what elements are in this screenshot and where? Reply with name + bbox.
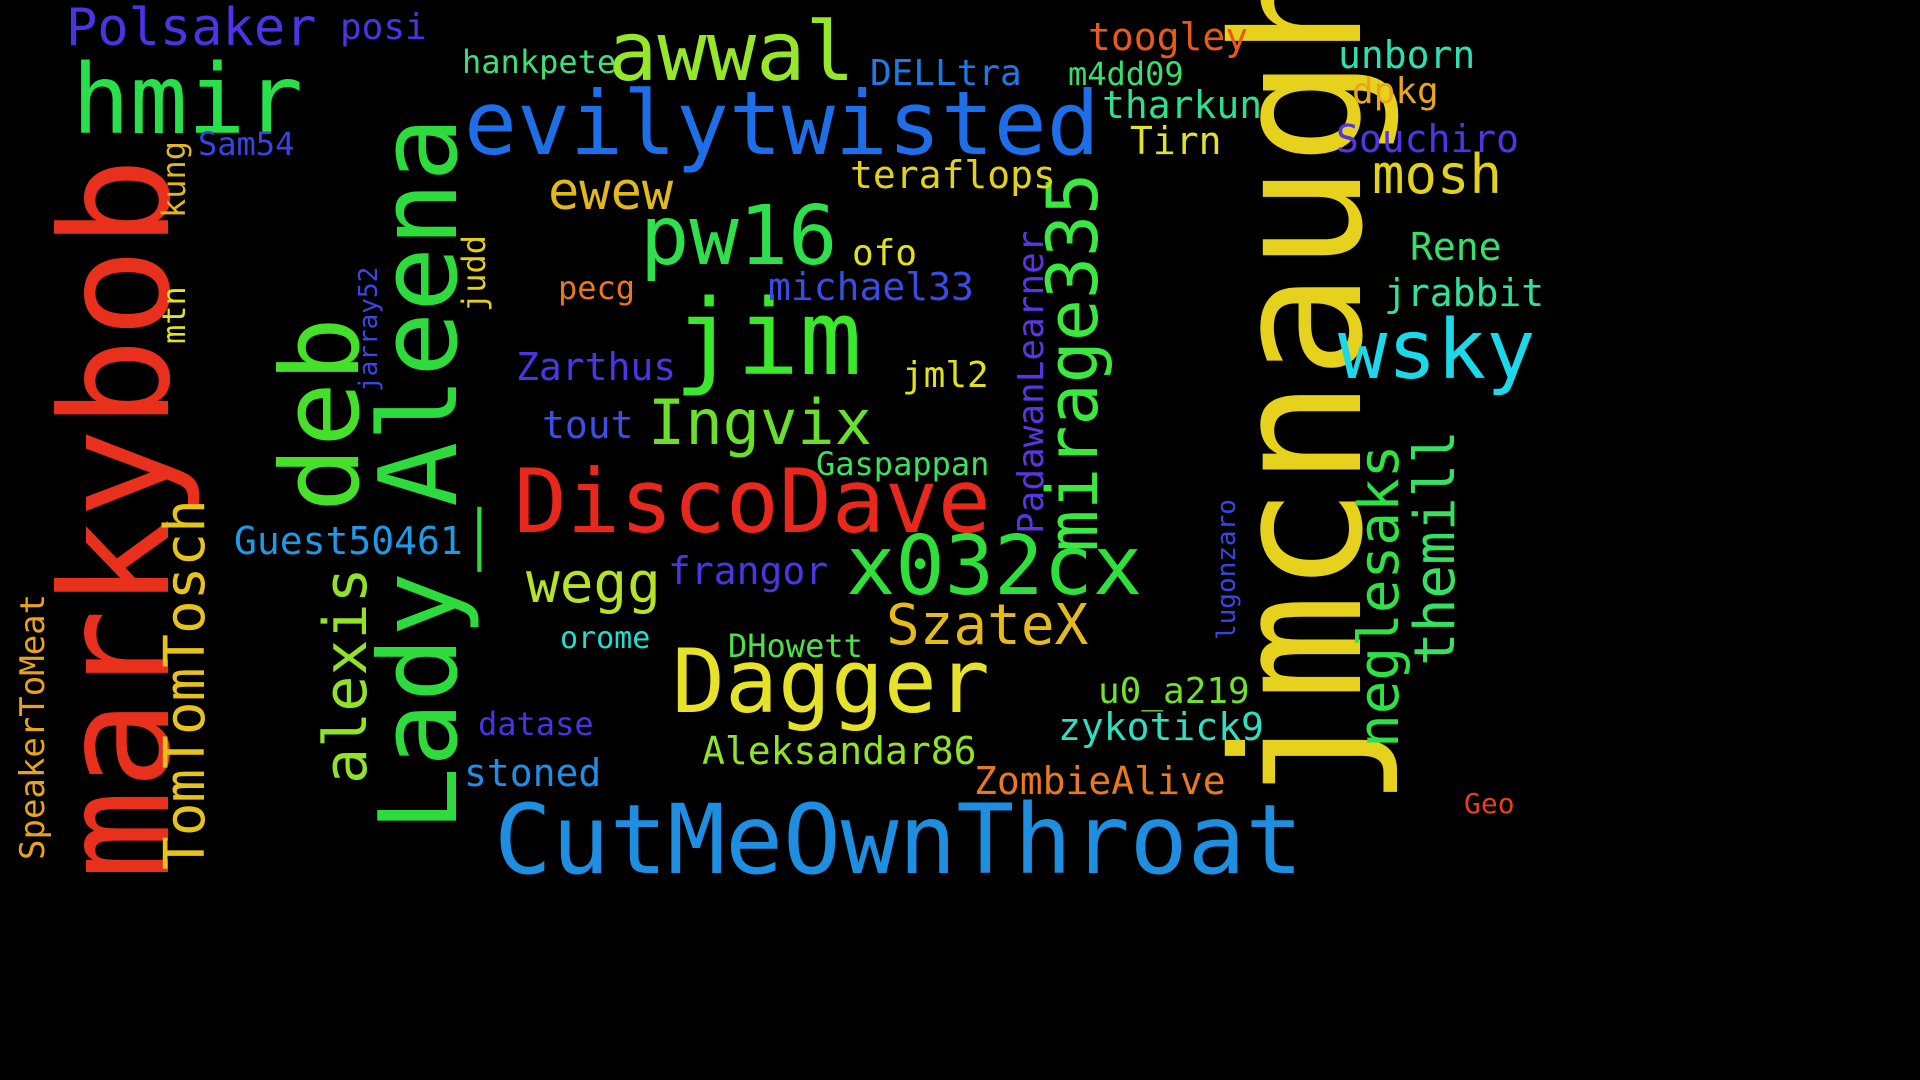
word-wegg: wegg	[526, 551, 661, 616]
word-judd: judd	[455, 234, 493, 312]
word-dagger: Dagger	[672, 630, 990, 733]
word-stoned: stoned	[464, 751, 602, 795]
word-padawanlearner: PadawanLearner	[1011, 230, 1052, 534]
word-mtn: mtn	[155, 286, 193, 344]
word-lugonzaro: lugonzaro	[1212, 499, 1242, 640]
word-wsky: wsky	[1338, 303, 1536, 398]
word-teraflops: teraflops	[850, 153, 1056, 197]
word-geo: Geo	[1464, 787, 1515, 820]
word-alexis: alexis	[311, 567, 381, 784]
word-m4dd09: m4dd09	[1068, 55, 1184, 93]
word-toogley: toogley	[1088, 15, 1249, 59]
word-speakertomeat: SpeakerToMeat	[13, 593, 53, 860]
word-tomtomtosch: TomTomTosch	[153, 499, 218, 870]
word-hmir: hmir	[72, 44, 304, 156]
word-ewew: ewew	[548, 162, 674, 222]
word-awwal: awwal	[608, 5, 855, 100]
word-gaspappan: Gaspappan	[816, 445, 990, 483]
word-cutmeownthroat: CutMeOwnThroat	[494, 784, 1304, 896]
word-dhowett: DHowett	[728, 627, 863, 665]
word-hankpete: hankpete	[462, 43, 617, 81]
word-michael33: michael33	[768, 265, 974, 309]
word-rene: Rene	[1410, 225, 1502, 269]
word-orome: orome	[560, 621, 651, 656]
word-dpkg: dpkg	[1352, 71, 1439, 112]
word-jarray52: jarray52	[354, 266, 384, 392]
word-posi: posi	[340, 7, 427, 48]
word-pecg: pecg	[558, 269, 636, 307]
word-frangor: frangor	[668, 549, 829, 593]
word-sam54: Sam54	[198, 125, 295, 163]
word-jml2: jml2	[902, 355, 989, 396]
word-ingvix: Ingvix	[648, 386, 872, 459]
word-mosh: mosh	[1372, 143, 1503, 206]
word-discodave: DiscoDave	[514, 450, 991, 553]
word-zykotick9: zykotick9	[1058, 705, 1264, 749]
word-tout: tout	[542, 403, 634, 447]
word-zombiealive: ZombieAlive	[974, 759, 1226, 803]
word-unborn: unborn	[1338, 33, 1476, 77]
word-szatex: SzateX	[886, 593, 1089, 658]
word-jrabbit: jrabbit	[1384, 271, 1545, 315]
word-tirn: Tirn	[1130, 119, 1222, 163]
word-guest50461: Guest50461	[234, 519, 463, 563]
word-delltra: DELLtra	[870, 53, 1022, 94]
word-aleksandar86: Aleksandar86	[702, 729, 977, 773]
word-evilytwisted: evilytwisted	[464, 72, 1100, 175]
word-jim: jim	[674, 277, 862, 399]
word-tharkun: tharkun	[1102, 83, 1263, 127]
word-themill: themill	[1403, 429, 1468, 666]
word-x032cx: x032cx	[846, 519, 1143, 614]
word-souchiro: Souchiro	[1336, 117, 1520, 161]
word-neglesaks: neglesaks	[1347, 444, 1412, 748]
word-polsaker: Polsaker	[66, 0, 317, 58]
word-zarthus: Zarthus	[516, 345, 677, 389]
word-u0-a219: u0_a219	[1098, 671, 1250, 712]
word-datase: datase	[478, 705, 594, 743]
word-ofo: ofo	[852, 233, 918, 274]
word-pw16: pw16	[640, 189, 838, 284]
